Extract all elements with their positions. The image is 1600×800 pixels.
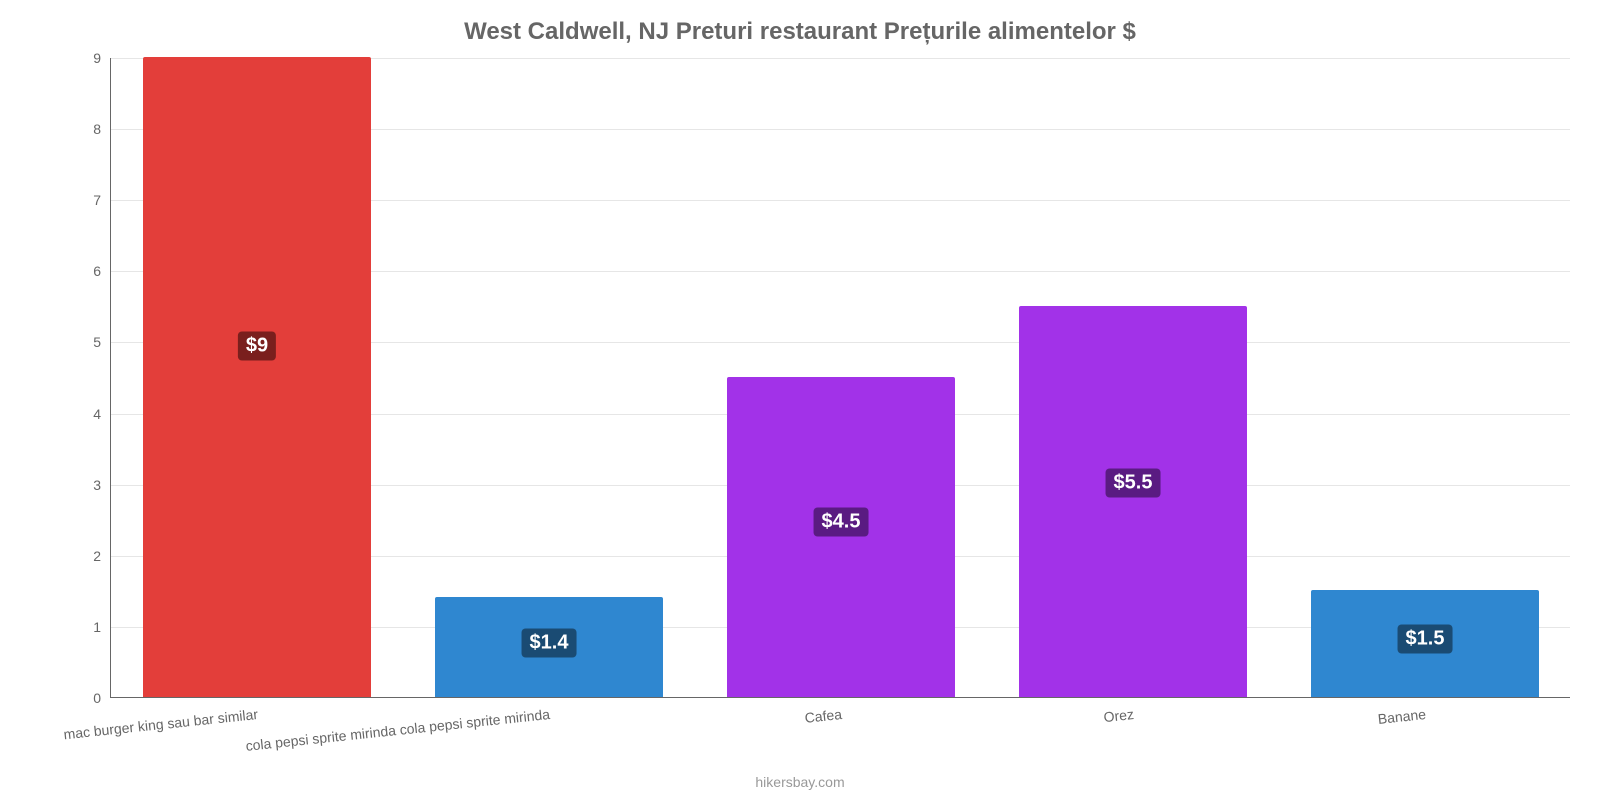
ytick-label: 4 bbox=[93, 406, 111, 422]
xtick-label: mac burger king sau bar similar bbox=[63, 706, 259, 742]
bar bbox=[727, 377, 955, 697]
plot-area: 0123456789$9mac burger king sau bar simi… bbox=[110, 58, 1570, 698]
xtick-label: cola pepsi sprite mirinda cola pepsi spr… bbox=[245, 706, 551, 754]
ytick-label: 9 bbox=[93, 50, 111, 66]
bar-value-label: $1.5 bbox=[1398, 625, 1453, 654]
bar-value-label: $4.5 bbox=[814, 508, 869, 537]
bar bbox=[143, 57, 371, 697]
footer-credit: hikersbay.com bbox=[0, 774, 1600, 790]
ytick-label: 5 bbox=[93, 334, 111, 350]
bar-value-label: $5.5 bbox=[1106, 468, 1161, 497]
ytick-label: 3 bbox=[93, 477, 111, 493]
bar-value-label: $1.4 bbox=[522, 629, 577, 658]
xtick-label: Orez bbox=[1103, 706, 1135, 725]
ytick-label: 2 bbox=[93, 548, 111, 564]
xtick-label: Banane bbox=[1377, 706, 1427, 727]
chart-area: 0123456789$9mac burger king sau bar simi… bbox=[110, 58, 1570, 698]
ytick-label: 1 bbox=[93, 619, 111, 635]
ytick-label: 8 bbox=[93, 121, 111, 137]
bar-value-label: $9 bbox=[238, 332, 276, 361]
bar bbox=[1019, 306, 1247, 697]
ytick-label: 7 bbox=[93, 192, 111, 208]
xtick-label: Cafea bbox=[804, 706, 843, 726]
ytick-label: 6 bbox=[93, 263, 111, 279]
chart-title: West Caldwell, NJ Preturi restaurant Pre… bbox=[0, 0, 1600, 52]
ytick-label: 0 bbox=[93, 690, 111, 706]
